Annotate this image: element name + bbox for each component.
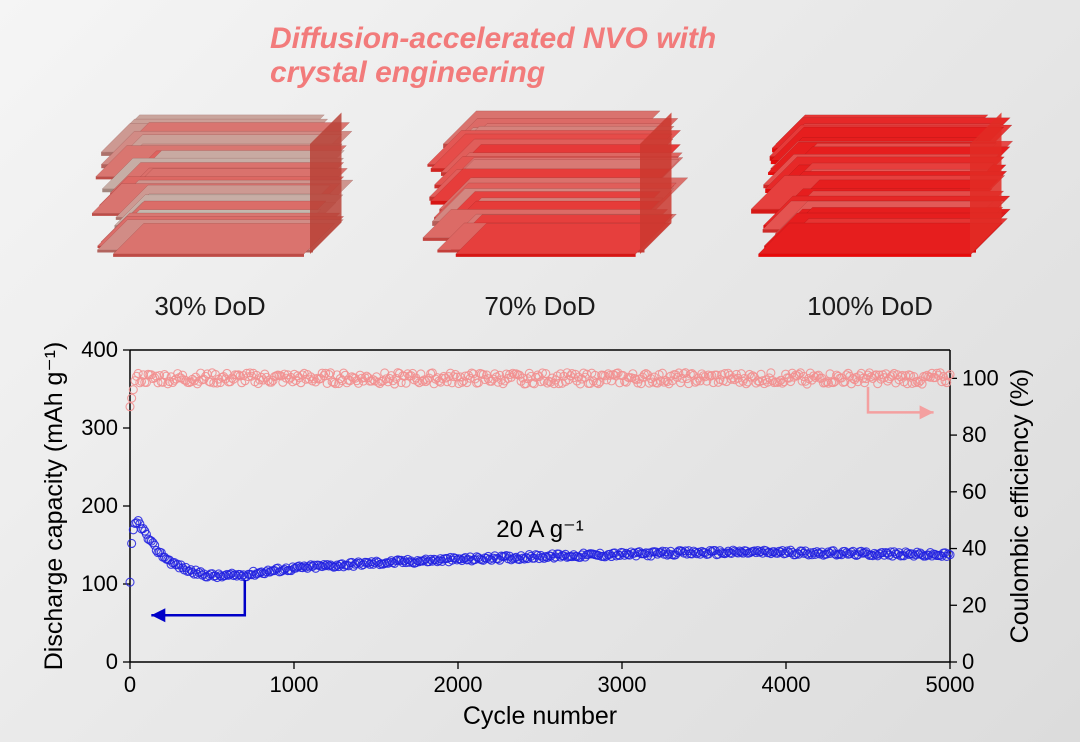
svg-text:20 A g⁻¹: 20 A g⁻¹ — [496, 516, 583, 543]
crystal-block-1: 30% DoD — [60, 99, 360, 322]
svg-text:100: 100 — [81, 571, 118, 596]
crystals-row: 30% DoD 70% DoD 100% DoD — [60, 72, 1020, 322]
svg-text:60: 60 — [962, 479, 986, 504]
crystal-image-100 — [720, 99, 1020, 289]
svg-text:40: 40 — [962, 536, 986, 561]
svg-text:0: 0 — [106, 649, 118, 674]
chart-svg: 0100020003000400050000100200300400020406… — [40, 340, 1040, 732]
svg-text:4000: 4000 — [762, 672, 811, 697]
svg-text:0: 0 — [124, 672, 136, 697]
svg-text:400: 400 — [81, 340, 118, 362]
svg-text:80: 80 — [962, 422, 986, 447]
crystal-block-3: 100% DoD — [720, 99, 1020, 322]
svg-text:200: 200 — [81, 493, 118, 518]
crystal-label-30: 30% DoD — [154, 291, 265, 322]
svg-text:100: 100 — [962, 365, 999, 390]
svg-text:300: 300 — [81, 415, 118, 440]
crystal-label-70: 70% DoD — [484, 291, 595, 322]
svg-text:Discharge capacity (mAh g⁻¹): Discharge capacity (mAh g⁻¹) — [40, 342, 68, 671]
cycling-chart: 0100020003000400050000100200300400020406… — [40, 340, 1040, 732]
svg-text:1000: 1000 — [270, 672, 319, 697]
crystal-block-2: 70% DoD — [390, 99, 690, 322]
svg-text:Coulombic efficiency (%): Coulombic efficiency (%) — [1006, 369, 1034, 644]
svg-text:2000: 2000 — [434, 672, 483, 697]
svg-text:20: 20 — [962, 592, 986, 617]
svg-text:5000: 5000 — [926, 672, 975, 697]
svg-text:3000: 3000 — [598, 672, 647, 697]
crystal-label-100: 100% DoD — [807, 291, 933, 322]
crystal-image-70 — [390, 99, 690, 289]
svg-text:0: 0 — [962, 649, 974, 674]
svg-text:Cycle number: Cycle number — [463, 702, 617, 730]
crystal-image-30 — [60, 99, 360, 289]
